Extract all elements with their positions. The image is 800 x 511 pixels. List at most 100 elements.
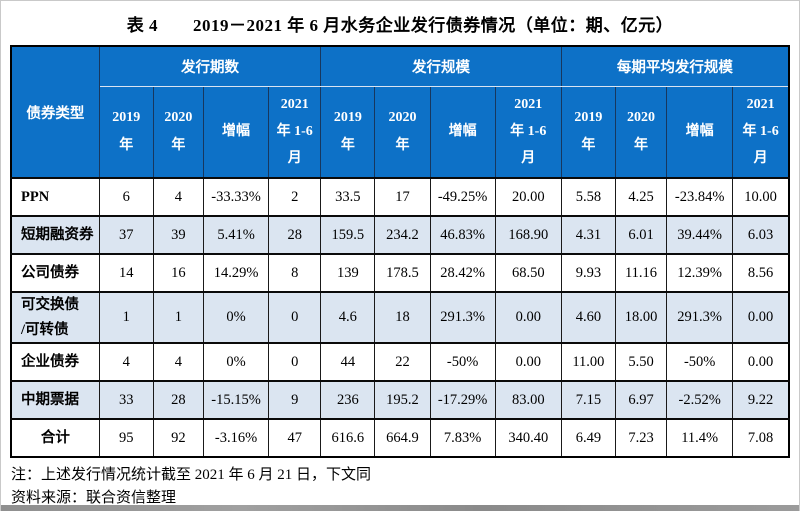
- cell: 0.00: [732, 342, 790, 382]
- cell: 16: [152, 253, 204, 293]
- cell: 18: [374, 290, 431, 344]
- cell: 178.5: [374, 253, 431, 293]
- cell: 5.58: [560, 177, 616, 217]
- table-body: PPN 6 4 -33.33% 2 33.5 17 -49.25% 20.00 5.58 4.25-…: [10, 177, 790, 458]
- column-header: 增幅: [202, 85, 270, 179]
- cell: 4: [98, 342, 154, 382]
- cell: 4.60: [560, 290, 616, 344]
- footnote: 注：上述发行情况统计截至 2021 年 6 月 21 日，下文同: [11, 467, 372, 484]
- column-header: 2020 年: [614, 85, 668, 179]
- cell: 6.01: [614, 215, 668, 255]
- cell: 5.41%: [202, 215, 270, 255]
- cell: 6.49: [560, 418, 616, 458]
- cell: 95: [98, 418, 154, 458]
- cell: 44: [320, 342, 376, 382]
- cell: 11.4%: [666, 418, 734, 458]
- column-header: 2021 年 1-6 月: [268, 85, 322, 179]
- cell: 0: [268, 290, 322, 344]
- cell: -17.29%: [429, 380, 496, 420]
- cell: 4.6: [320, 290, 376, 344]
- cell: 20.00: [494, 177, 562, 217]
- cell: 46.83%: [429, 215, 496, 255]
- row-label: 企业债券: [10, 342, 100, 382]
- cell: 0.00: [494, 290, 562, 344]
- cell: 4.25: [614, 177, 668, 217]
- cell: 2: [268, 177, 322, 217]
- cell: 0%: [202, 342, 270, 382]
- table-header: 债券类型 发行期数 发行规模 每期平均发行规模 2019 年 2020 年增幅 20…: [10, 45, 790, 179]
- cell: 39.44%: [666, 215, 734, 255]
- cell: 4: [152, 177, 204, 217]
- cell: 37: [98, 215, 154, 255]
- table-title: 表 4 2019－2021 年 6 月水务企业发行债券情况（单位：期、亿元）: [126, 16, 674, 35]
- bond-issuance-table: 债券类型 发行期数 发行规模 每期平均发行规模 2019 年 2020 年增幅 20…: [10, 45, 790, 459]
- cell: -49.25%: [429, 177, 496, 217]
- page-bottom-edge: [1, 505, 799, 511]
- cell: 168.90: [494, 215, 562, 255]
- cell: 195.2: [374, 380, 431, 420]
- cell: 14: [98, 253, 154, 293]
- cell: 33: [98, 380, 154, 420]
- cell: 7.15: [560, 380, 616, 420]
- cell: -23.84%: [666, 177, 734, 217]
- cell: 11.16: [614, 253, 668, 293]
- cell: -2.52%: [666, 380, 734, 420]
- cell: -50%: [666, 342, 734, 382]
- row-label: 可交换债 /可转债: [10, 290, 100, 344]
- cell: 7.08: [732, 418, 790, 458]
- row-label: 短期融资券: [10, 215, 100, 255]
- cell: 9.93: [560, 253, 616, 293]
- row-label: 中期票据: [10, 380, 100, 420]
- cell: 22: [374, 342, 431, 382]
- cell: 83.00: [494, 380, 562, 420]
- cell: 291.3%: [429, 290, 496, 344]
- column-header: 2019 年: [98, 85, 154, 179]
- cell: 7.23: [614, 418, 668, 458]
- cell: 92: [152, 418, 204, 458]
- cell: -15.15%: [202, 380, 270, 420]
- cell: 33.5: [320, 177, 376, 217]
- cell: 5.50: [614, 342, 668, 382]
- cell: 340.40: [494, 418, 562, 458]
- column-header: 2019 年: [320, 85, 376, 179]
- cell: 47: [268, 418, 322, 458]
- cell: 234.2: [374, 215, 431, 255]
- table-row: 中期票据 33 28 -15.15% 9 236 195.2 -17.29% 83.00 7.15…: [10, 380, 790, 420]
- cell: 139: [320, 253, 376, 293]
- table-row: 短期融资券 37 39 5.41% 28 159.5 234.2 46.83% 168.90 4.…: [10, 215, 790, 255]
- column-group-issue-count: 发行期数: [98, 45, 322, 87]
- cell: 4: [152, 342, 204, 382]
- cell: 68.50: [494, 253, 562, 293]
- cell: 291.3%: [666, 290, 734, 344]
- cell: 11.00: [560, 342, 616, 382]
- cell: 7.83%: [429, 418, 496, 458]
- cell: 6: [98, 177, 154, 217]
- cell: 616.6: [320, 418, 376, 458]
- cell: 6.97: [614, 380, 668, 420]
- cell: 6.03: [732, 215, 790, 255]
- cell: 159.5: [320, 215, 376, 255]
- source-note: 资料来源：联合资信整理: [11, 489, 177, 506]
- column-header: 2019 年: [560, 85, 616, 179]
- table-notes: 注：上述发行情况统计截至 2021 年 6 月 21 日，下文同 资料来源：联合…: [1, 458, 799, 509]
- table-row: 企业债券 4 4 0% 0 44 22 -50% 0.00 11.00 5.50 -50% 0.00: [10, 342, 790, 382]
- column-header: 增幅: [429, 85, 496, 179]
- cell: 0: [268, 342, 322, 382]
- cell: 4.31: [560, 215, 616, 255]
- cell: 0.00: [732, 290, 790, 344]
- row-label: PPN: [10, 177, 100, 217]
- cell: 1: [152, 290, 204, 344]
- cell: 1: [98, 290, 154, 344]
- header-group-row: 债券类型 发行期数 发行规模 每期平均发行规模: [10, 45, 790, 179]
- cell: 28: [268, 215, 322, 255]
- cell: 28.42%: [429, 253, 496, 293]
- cell: -33.33%: [202, 177, 270, 217]
- column-header: 2020 年: [374, 85, 431, 179]
- table-row: 可交换债 /可转债 1 1 0% 0 4.6 18 291.3% 0.00 4.60 18.00 29…: [10, 290, 790, 344]
- row-label: 公司债券: [10, 253, 100, 293]
- table-row: PPN 6 4 -33.33% 2 33.5 17 -49.25% 20.00 5.58 4.25-…: [10, 177, 790, 217]
- column-header: 2020 年: [152, 85, 204, 179]
- cell: -50%: [429, 342, 496, 382]
- cell: 9.22: [732, 380, 790, 420]
- cell: 236: [320, 380, 376, 420]
